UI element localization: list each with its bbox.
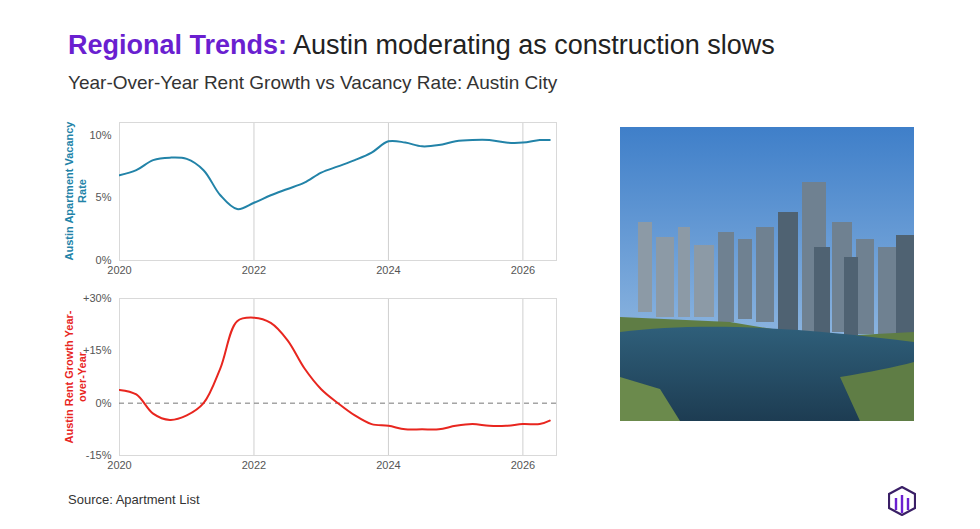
svg-text:2022: 2022 [242, 264, 266, 276]
html-text:Austin Rent Growth Year-over-Y: Austin Rent Growth Year-over-Year [63, 310, 88, 443]
svg-text:10%: 10% [89, 129, 111, 141]
svg-text:2024: 2024 [376, 264, 400, 276]
svg-text:+30%: +30% [83, 292, 112, 304]
svg-text:2026: 2026 [511, 459, 535, 471]
html-text:Source: Apartment List: Source: Apartment List [68, 492, 200, 507]
svg-text:+15%: +15% [83, 344, 112, 357]
html-text:Regional Trends: Austin modera: Regional Trends: Austin moderating as co… [68, 30, 775, 60]
svg-text:2020: 2020 [107, 459, 131, 471]
svg-text:0%: 0% [95, 254, 112, 266]
svg-text:5%: 5% [96, 191, 112, 203]
svg-text:2022: 2022 [242, 459, 266, 471]
html-text:Austin Apartment Vacancy Rate: Austin Apartment Vacancy Rate [63, 121, 88, 261]
svg-text:2024: 2024 [376, 459, 400, 471]
html-text:Year-Over-Year Rent Growth vs: Year-Over-Year Rent Growth vs Vacancy Ra… [68, 72, 558, 93]
svg-text:0%: 0% [96, 397, 112, 409]
svg-text:-15%: -15% [85, 449, 112, 461]
svg-text:2020: 2020 [107, 264, 131, 276]
svg-text:2026: 2026 [511, 264, 535, 276]
